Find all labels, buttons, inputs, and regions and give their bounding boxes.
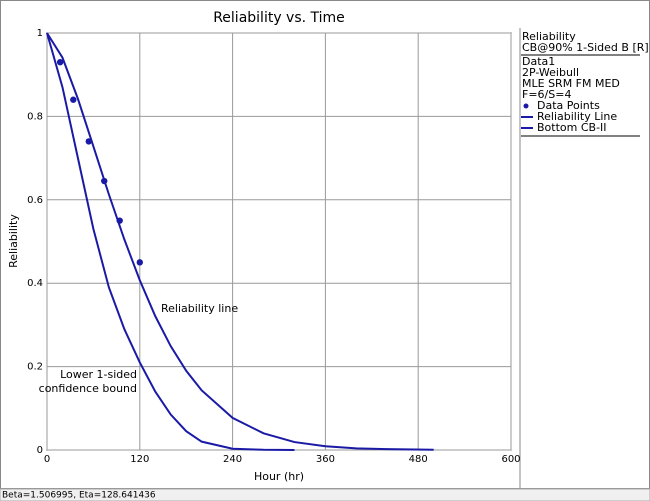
y-tick-label: 0.8 (27, 111, 43, 122)
annotation: confidence bound (39, 382, 137, 395)
y-tick-label: 0.2 (27, 362, 43, 373)
chart-title: Reliability vs. Time (213, 10, 345, 26)
legend-header: 2P-Weibull (522, 66, 579, 79)
legend-entry: Reliability Line (537, 110, 617, 123)
x-axis-label: Hour (hr) (254, 470, 304, 483)
y-tick-label: 0.6 (27, 195, 43, 206)
reliability-curve (46, 32, 295, 451)
legend-marker (523, 103, 529, 109)
y-tick-label: 0.4 (27, 278, 43, 289)
legend-header: CB@90% 1-Sided B [R] (522, 41, 649, 54)
data-point (70, 96, 77, 103)
x-tick-label: 360 (316, 454, 335, 465)
legend-entry: Bottom CB-II (537, 121, 607, 134)
annotation: Reliability line (161, 302, 238, 315)
data-point (56, 58, 64, 66)
reliability-curve (46, 32, 434, 451)
legend-header: MLE SRM FM MED (522, 77, 620, 90)
legend-header: F=6/S=4 (522, 88, 571, 101)
y-axis-label: Reliability (7, 214, 20, 268)
legend-header: Data1 (522, 55, 555, 68)
x-tick-label: 480 (409, 454, 428, 465)
legend-entry: Data Points (537, 99, 600, 112)
data-point (136, 259, 143, 266)
annotation: Lower 1-sided (60, 368, 137, 381)
status-bar (0, 488, 650, 501)
y-tick-label: 0 (37, 445, 43, 456)
x-tick-label: 600 (501, 454, 520, 465)
y-tick-label: 1 (37, 28, 43, 39)
status-text: Beta=1.506995, Eta=128.641436 (2, 491, 156, 501)
x-tick-label: 240 (223, 454, 242, 465)
legend-header: Reliability (522, 30, 576, 43)
x-tick-label: 120 (130, 454, 149, 465)
x-tick-label: 0 (44, 454, 50, 465)
